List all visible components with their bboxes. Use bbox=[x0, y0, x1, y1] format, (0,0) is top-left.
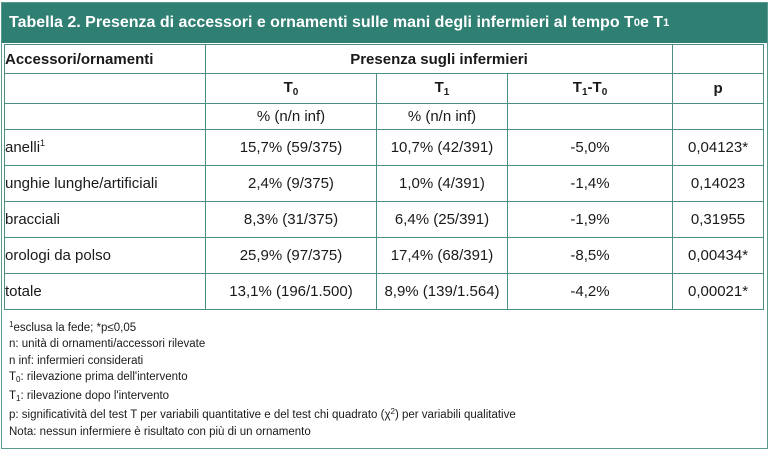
row-label: bracciali bbox=[4, 201, 206, 238]
title-sub-t1: 1 bbox=[663, 17, 670, 29]
row-p: 0,31955 bbox=[672, 201, 765, 238]
note-sup: 1 bbox=[9, 320, 14, 329]
note-text: : rilevazione prima dell'intervento bbox=[20, 370, 188, 383]
note-line: n inf: infermieri considerati bbox=[9, 354, 144, 367]
note-sub: 0 bbox=[16, 374, 21, 384]
note-line: T0: rilevazione prima dell'intervento bbox=[9, 369, 516, 388]
note-line: T1: rilevazione dopo l'intervento bbox=[9, 388, 516, 407]
row-t1: 8,9% (139/1.564) bbox=[376, 273, 508, 310]
unit-t1: % (n/n inf) bbox=[376, 103, 508, 130]
note-base: T bbox=[9, 390, 17, 403]
header-row-2: T0 T1 T1-T0 p bbox=[4, 73, 765, 104]
header-diff-b-sub: 0 bbox=[601, 87, 608, 98]
note-text: : rilevazione dopo l'intervento bbox=[20, 390, 170, 403]
note-line: 1esclusa la fede; *p≤0,05 bbox=[9, 320, 516, 336]
header-row-1: Accessori/ornamenti Presenza sugli infer… bbox=[4, 44, 765, 74]
table-row-total: totale 13,1% (196/1.500) 8,9% (139/1.564… bbox=[4, 273, 765, 310]
row-p: 0,00021* bbox=[672, 273, 765, 310]
row-t0: 8,3% (31/375) bbox=[205, 201, 377, 238]
header-accessori: Accessori/ornamenti bbox=[4, 44, 206, 74]
header-row-3: % (n/n inf) % (n/n inf) bbox=[4, 103, 765, 130]
unit-empty-label bbox=[4, 103, 206, 130]
note-text: ) per variabili qualitative bbox=[394, 409, 516, 422]
table-row: anelli1 15,7% (59/375) 10,7% (42/391) -5… bbox=[4, 129, 765, 166]
row-diff: -5,0% bbox=[506, 129, 674, 166]
header-diff-dash: -T bbox=[587, 79, 602, 96]
note-text: p: significatività del test T per variab… bbox=[9, 409, 391, 422]
note-line: n: unità di ornamenti/accessori rilevate bbox=[9, 338, 206, 351]
table-row: orologi da polso 25,9% (97/375) 17,4% (6… bbox=[4, 237, 765, 274]
row-t1: 6,4% (25/391) bbox=[376, 201, 508, 238]
row-diff: -1,9% bbox=[506, 201, 674, 238]
header-t1: T1 bbox=[376, 73, 508, 104]
unit-empty-diff bbox=[506, 103, 674, 130]
row-label-sup: 1 bbox=[40, 138, 46, 148]
table-notes: 1esclusa la fede; *p≤0,05 n: unità di or… bbox=[9, 320, 516, 440]
header-empty-p bbox=[672, 44, 765, 74]
row-label-text: anelli bbox=[5, 139, 41, 156]
data-table: Accessori/ornamenti Presenza sugli infer… bbox=[4, 44, 765, 310]
row-t1: 1,0% (4/391) bbox=[376, 165, 508, 202]
header-t0-sub: 0 bbox=[292, 87, 299, 98]
row-diff: -8,5% bbox=[506, 237, 674, 274]
header-t1-sub: 1 bbox=[443, 87, 450, 98]
row-diff: -1,4% bbox=[506, 165, 674, 202]
header-t0: T0 bbox=[205, 73, 377, 104]
unit-t0: % (n/n inf) bbox=[205, 103, 377, 130]
row-t1: 10,7% (42/391) bbox=[376, 129, 508, 166]
note-sub: 1 bbox=[16, 394, 21, 404]
row-p: 0,00434* bbox=[672, 237, 765, 274]
row-label: unghie lunghe/artificiali bbox=[4, 165, 206, 202]
note-sup: 2 bbox=[390, 407, 395, 417]
title-sub-t0: 0 bbox=[633, 17, 640, 29]
row-label: anelli1 bbox=[4, 129, 206, 166]
note-base: T bbox=[9, 370, 17, 383]
row-p: 0,14023 bbox=[672, 165, 765, 202]
table-row: bracciali 8,3% (31/375) 6,4% (25/391) -1… bbox=[4, 201, 765, 238]
unit-empty-p bbox=[672, 103, 765, 130]
title-mid: e T bbox=[639, 14, 664, 31]
header-t0-base: T bbox=[283, 79, 293, 96]
table-title: Tabella 2. Presenza di accessori e ornam… bbox=[2, 3, 767, 43]
row-diff: -4,2% bbox=[506, 273, 674, 310]
row-label: totale bbox=[4, 273, 206, 310]
row-t0: 15,7% (59/375) bbox=[205, 129, 377, 166]
header-empty-label bbox=[4, 73, 206, 104]
row-t0: 13,1% (196/1.500) bbox=[205, 273, 377, 310]
header-t1-base: T bbox=[434, 79, 444, 96]
header-diff-a: T bbox=[572, 79, 582, 96]
header-p: p bbox=[672, 73, 765, 104]
row-t0: 2,4% (9/375) bbox=[205, 165, 377, 202]
note-line: Nota: nessun infermiere è risultato con … bbox=[9, 425, 311, 438]
row-label: orologi da polso bbox=[4, 237, 206, 274]
table-row: unghie lunghe/artificiali 2,4% (9/375) 1… bbox=[4, 165, 765, 202]
note-line: p: significatività del test T per variab… bbox=[9, 407, 516, 423]
header-presenza: Presenza sugli infermieri bbox=[204, 44, 674, 74]
row-t0: 25,9% (97/375) bbox=[205, 237, 377, 274]
note-text: esclusa la fede; *p≤0,05 bbox=[13, 322, 137, 334]
title-prefix: Tabella 2. Presenza di accessori e ornam… bbox=[9, 14, 634, 31]
header-diff-a-sub: 1 bbox=[581, 87, 588, 98]
header-diff: T1-T0 bbox=[506, 73, 674, 104]
row-p: 0,04123* bbox=[672, 129, 765, 166]
row-t1: 17,4% (68/391) bbox=[376, 237, 508, 274]
